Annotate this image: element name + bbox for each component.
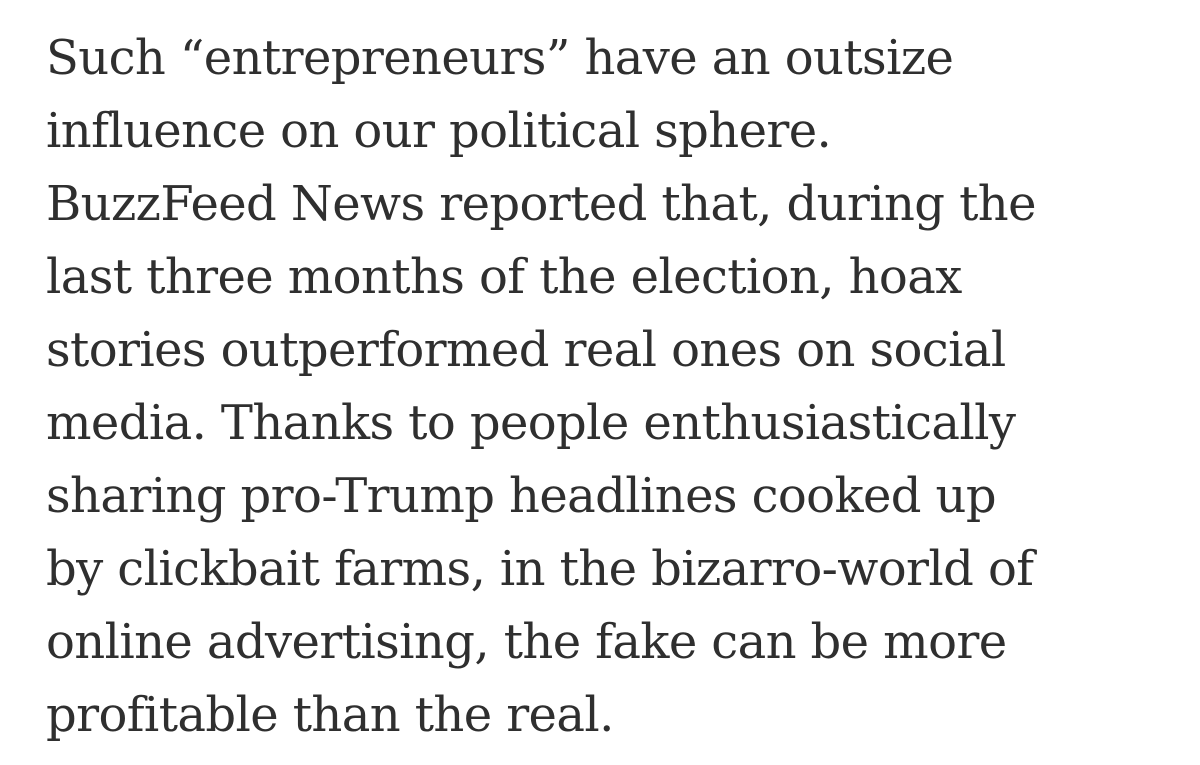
paragraph-line: influence on our political sphere. [46,103,832,159]
paragraph-line: media. Thanks to people enthusiastically [46,395,1016,451]
paragraph-line: last three months of the election, hoax [46,249,962,305]
paragraph-line: online advertising, the fake can be more [46,614,1007,670]
paragraph-line: BuzzFeed News reported that, during the [46,176,1037,232]
paragraph-line: stories outperformed real ones on social [46,322,1006,378]
paragraph-line: by clickbait farms, in the bizarro-world… [46,541,1034,597]
paragraph-line: sharing pro-Trump headlines cooked up [46,468,997,524]
article-paragraph: Such “entrepreneurs” have an outsize inf… [46,22,1176,752]
paragraph-line: profitable than the real. [46,687,614,743]
paragraph-line: Such “entrepreneurs” have an outsize [46,30,954,86]
